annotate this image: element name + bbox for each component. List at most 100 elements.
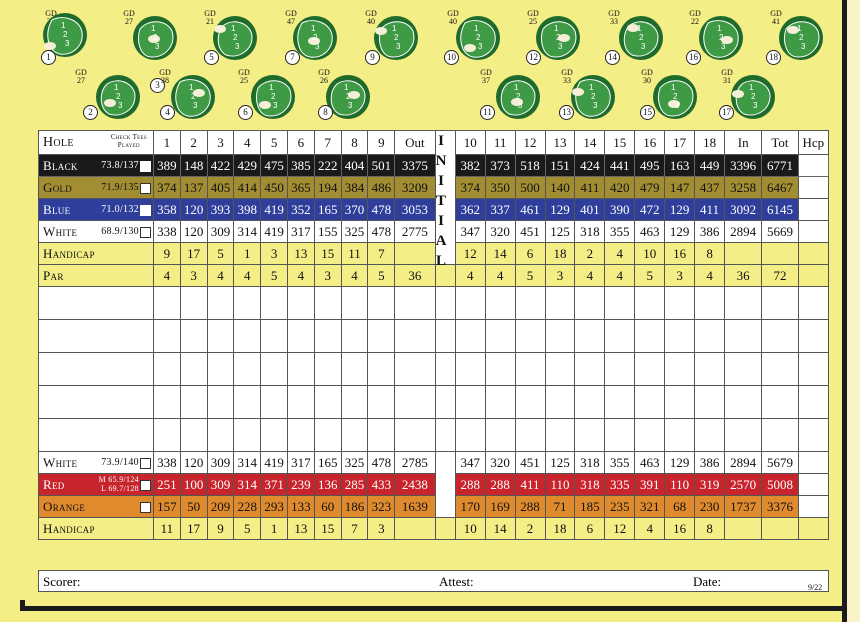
score-entry-cell[interactable] (544, 418, 576, 452)
score-entry-cell[interactable] (514, 418, 546, 452)
score-entry-cell[interactable] (367, 286, 396, 320)
score-entry-cell[interactable] (634, 418, 666, 452)
score-entry-cell[interactable] (797, 286, 830, 320)
score-entry-cell[interactable] (260, 319, 288, 353)
score-entry-cell[interactable] (313, 319, 342, 353)
score-entry-cell[interactable] (484, 319, 516, 353)
score-entry-cell[interactable] (434, 352, 456, 386)
score-entry-cell[interactable] (544, 319, 576, 353)
score-entry-cell[interactable] (797, 352, 830, 386)
score-entry-cell[interactable] (664, 352, 696, 386)
score-entry-cell[interactable] (574, 286, 606, 320)
score-entry-cell[interactable] (152, 385, 181, 419)
score-entry-cell[interactable] (394, 319, 436, 353)
score-entry-cell[interactable] (634, 385, 666, 419)
score-entry-cell[interactable] (38, 418, 154, 452)
score-entry-cell[interactable] (634, 286, 666, 320)
score-entry-cell[interactable] (544, 385, 576, 419)
score-entry-cell[interactable] (574, 352, 606, 386)
score-entry-cell[interactable] (206, 385, 235, 419)
score-entry-cell[interactable] (664, 286, 696, 320)
score-entry-cell[interactable] (367, 418, 396, 452)
score-entry-cell[interactable] (454, 418, 486, 452)
score-entry-cell[interactable] (179, 286, 208, 320)
score-entry-cell[interactable] (313, 352, 342, 386)
score-entry-cell[interactable] (179, 385, 208, 419)
score-entry-cell[interactable] (544, 286, 576, 320)
score-entry-cell[interactable] (367, 319, 396, 353)
score-entry-cell[interactable] (724, 286, 763, 320)
score-entry-cell[interactable] (233, 286, 262, 320)
score-entry-cell[interactable] (260, 418, 288, 452)
score-entry-cell[interactable] (313, 418, 342, 452)
score-entry-cell[interactable] (724, 418, 763, 452)
score-entry-cell[interactable] (260, 286, 288, 320)
score-entry-cell[interactable] (179, 418, 208, 452)
score-entry-cell[interactable] (434, 418, 456, 452)
score-entry-cell[interactable] (797, 319, 830, 353)
score-entry-cell[interactable] (544, 352, 576, 386)
score-entry-cell[interactable] (38, 319, 154, 353)
score-entry-cell[interactable] (694, 385, 726, 419)
score-entry-cell[interactable] (287, 352, 315, 386)
score-entry-cell[interactable] (340, 319, 369, 353)
score-entry-cell[interactable] (233, 385, 262, 419)
score-entry-cell[interactable] (761, 418, 799, 452)
score-entry-cell[interactable] (484, 352, 516, 386)
score-entry-cell[interactable] (604, 352, 636, 386)
score-entry-cell[interactable] (664, 319, 696, 353)
score-entry-cell[interactable] (604, 286, 636, 320)
score-entry-cell[interactable] (313, 286, 342, 320)
score-entry-cell[interactable] (394, 418, 436, 452)
score-entry-cell[interactable] (179, 319, 208, 353)
score-entry-cell[interactable] (574, 418, 606, 452)
score-entry-cell[interactable] (434, 319, 456, 353)
score-entry-cell[interactable] (454, 286, 486, 320)
score-entry-cell[interactable] (233, 319, 262, 353)
score-entry-cell[interactable] (694, 286, 726, 320)
score-entry-cell[interactable] (634, 319, 666, 353)
score-entry-cell[interactable] (394, 385, 436, 419)
score-entry-cell[interactable] (761, 385, 799, 419)
score-entry-cell[interactable] (340, 418, 369, 452)
score-entry-cell[interactable] (664, 418, 696, 452)
score-entry-cell[interactable] (394, 352, 436, 386)
score-entry-cell[interactable] (152, 352, 181, 386)
score-entry-cell[interactable] (604, 319, 636, 353)
score-entry-cell[interactable] (434, 385, 456, 419)
score-entry-cell[interactable] (574, 319, 606, 353)
score-entry-cell[interactable] (724, 319, 763, 353)
score-entry-cell[interactable] (260, 352, 288, 386)
score-entry-cell[interactable] (454, 319, 486, 353)
score-entry-cell[interactable] (724, 385, 763, 419)
score-entry-cell[interactable] (604, 385, 636, 419)
score-entry-cell[interactable] (761, 352, 799, 386)
score-entry-cell[interactable] (340, 385, 369, 419)
score-entry-cell[interactable] (313, 385, 342, 419)
score-entry-cell[interactable] (514, 319, 546, 353)
score-entry-cell[interactable] (694, 418, 726, 452)
score-entry-cell[interactable] (797, 418, 830, 452)
score-entry-cell[interactable] (367, 385, 396, 419)
score-entry-cell[interactable] (206, 352, 235, 386)
score-entry-cell[interactable] (454, 385, 486, 419)
score-entry-cell[interactable] (340, 352, 369, 386)
score-entry-cell[interactable] (694, 352, 726, 386)
score-entry-cell[interactable] (634, 352, 666, 386)
score-entry-cell[interactable] (367, 352, 396, 386)
score-entry-cell[interactable] (434, 286, 456, 320)
score-entry-cell[interactable] (38, 352, 154, 386)
score-entry-cell[interactable] (206, 418, 235, 452)
score-entry-cell[interactable] (454, 352, 486, 386)
score-entry-cell[interactable] (797, 385, 830, 419)
score-entry-cell[interactable] (260, 385, 288, 419)
score-entry-cell[interactable] (152, 418, 181, 452)
score-entry-cell[interactable] (233, 352, 262, 386)
score-entry-cell[interactable] (287, 286, 315, 320)
score-entry-cell[interactable] (233, 418, 262, 452)
score-entry-cell[interactable] (514, 352, 546, 386)
score-entry-cell[interactable] (38, 385, 154, 419)
score-entry-cell[interactable] (206, 319, 235, 353)
score-entry-cell[interactable] (152, 319, 181, 353)
score-entry-cell[interactable] (604, 418, 636, 452)
